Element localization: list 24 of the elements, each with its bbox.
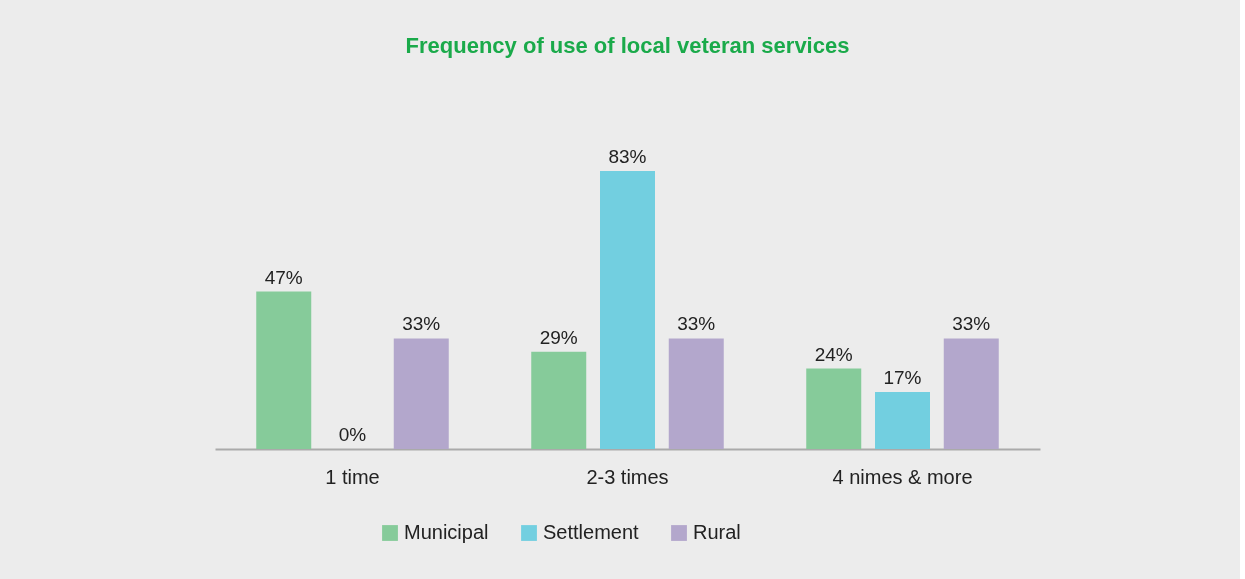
data-label: 33% (952, 313, 991, 335)
data-label: 29% (539, 326, 578, 348)
data-label: 0% (338, 424, 367, 445)
bar (668, 338, 724, 449)
x-tick-label: 1 time (325, 465, 380, 488)
bar (256, 291, 312, 449)
legend-label: Municipal (404, 521, 489, 543)
data-label: 33% (402, 313, 441, 335)
bar (875, 392, 930, 449)
chart-title: Frequency of use of local veteran services (405, 33, 850, 58)
bar (600, 171, 655, 449)
legend-label: Rural (693, 521, 741, 543)
data-label: 47% (264, 266, 303, 288)
bar (943, 338, 999, 449)
data-label: 83% (608, 146, 647, 167)
x-tick-label: 4 nimes & more (832, 465, 973, 488)
x-tick-label: 2-3 times (586, 465, 669, 488)
bar (393, 338, 449, 449)
data-label: 33% (677, 313, 716, 335)
data-label: 24% (814, 343, 853, 365)
bar (806, 368, 862, 449)
bar (531, 351, 587, 449)
legend-label: Settlement (543, 521, 640, 543)
data-label: 17% (883, 367, 922, 389)
